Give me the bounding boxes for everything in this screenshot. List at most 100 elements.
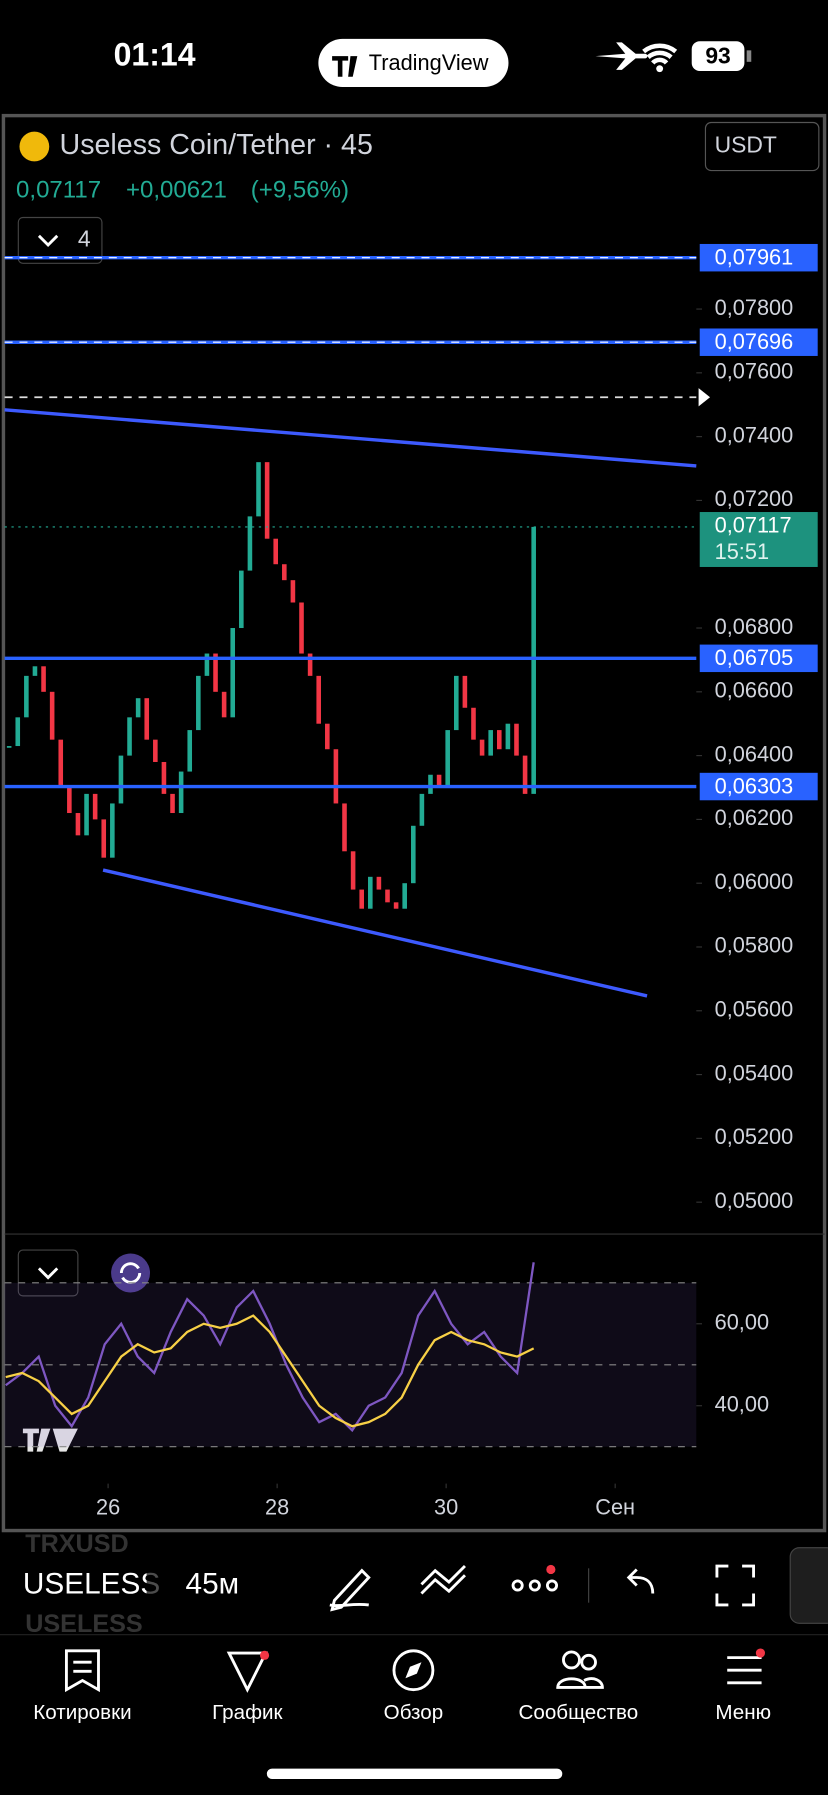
community-icon[interactable] — [562, 1650, 581, 1670]
y-tick-label: 0,06800 — [715, 614, 794, 639]
y-tick-label: 0,06600 — [715, 678, 794, 703]
quotes-icon[interactable] — [64, 1649, 100, 1693]
y-tick-label: 0,05400 — [715, 1060, 794, 1085]
candle — [385, 889, 390, 903]
trend-line-upper — [4, 408, 697, 468]
y-tick-label: 0,07800 — [715, 295, 794, 320]
candle — [221, 691, 227, 718]
currency-select[interactable] — [704, 121, 820, 172]
interval[interactable]: 45м — [186, 1567, 240, 1600]
candle — [393, 902, 399, 909]
y-tick-label: 0,06000 — [715, 869, 794, 894]
nav-label[interactable]: Котировки — [33, 1701, 131, 1724]
candle — [144, 698, 150, 740]
candle — [299, 602, 304, 654]
candle — [471, 707, 476, 740]
app-pill — [318, 38, 509, 88]
undo-icon[interactable] — [626, 1568, 655, 1594]
watermark — [22, 1428, 78, 1452]
candle — [376, 876, 382, 890]
y-tick-label: 0,05600 — [715, 997, 794, 1022]
chevron — [37, 1267, 59, 1280]
candle — [24, 675, 29, 718]
level-box — [699, 328, 818, 356]
toolbar-symbol[interactable]: USELESS — [23, 1567, 160, 1600]
candle — [58, 739, 64, 788]
candle — [230, 628, 236, 718]
candle — [453, 675, 459, 731]
candle — [127, 717, 132, 756]
candle — [419, 793, 425, 826]
y-tick-label: 0,05200 — [715, 1124, 794, 1149]
y-tick-label: 0,07600 — [715, 359, 794, 384]
lines-icon[interactable] — [420, 1565, 466, 1595]
nav-label[interactable]: Обзор — [384, 1701, 443, 1724]
badge — [755, 1648, 766, 1658]
currency[interactable]: USDT — [715, 132, 777, 158]
candle — [307, 653, 313, 676]
nav-label[interactable]: Сообщество — [519, 1701, 639, 1724]
status-time: 01:14 — [114, 37, 196, 73]
candle — [342, 803, 347, 852]
menu-icon[interactable] — [727, 1656, 762, 1685]
candle — [247, 516, 253, 571]
candle — [325, 723, 330, 750]
candle — [264, 462, 270, 539]
candle — [514, 723, 519, 756]
nav-label[interactable]: Меню — [715, 1701, 771, 1724]
level-box — [699, 644, 818, 673]
alert-arrow — [698, 388, 711, 407]
x-tick-label: 30 — [434, 1495, 458, 1520]
draw-icon[interactable] — [329, 1568, 371, 1612]
explore-icon[interactable] — [392, 1649, 435, 1692]
y-tick-label: 0,07200 — [715, 486, 794, 511]
pane-toggle[interactable] — [17, 1249, 79, 1297]
airplane-icon — [595, 42, 648, 70]
chevron — [37, 234, 59, 248]
level-label: 0,06705 — [715, 645, 794, 670]
chart-frame — [1, 113, 827, 1533]
candle — [333, 749, 339, 804]
dot[interactable] — [511, 1579, 524, 1592]
x-tick-label: 26 — [96, 1495, 120, 1520]
trend-line-lower — [102, 868, 648, 998]
next-symbol: USELESS — [25, 1610, 143, 1638]
candle — [462, 675, 468, 708]
change-pct: (+9,56%) — [251, 177, 349, 204]
candle — [135, 698, 141, 718]
y-tick-label: 60,00 — [715, 1310, 769, 1335]
candle — [196, 675, 201, 731]
candle — [6, 746, 12, 748]
symbol-title: Useless Coin/Tether · 45 — [60, 129, 373, 161]
battery — [691, 41, 745, 71]
chart-icon[interactable] — [226, 1651, 269, 1693]
change: +0,00621 — [126, 177, 227, 204]
candle — [368, 876, 373, 909]
candle — [505, 723, 511, 750]
candle — [522, 755, 528, 794]
candle — [402, 883, 407, 909]
candle — [479, 739, 485, 756]
y-tick-label: 0,06400 — [715, 741, 794, 766]
candle — [187, 730, 193, 772]
dot — [528, 1579, 541, 1592]
indicator-toggle[interactable] — [17, 216, 103, 264]
nav-label[interactable]: График — [212, 1701, 283, 1724]
wifi-icon — [642, 43, 678, 65]
candle — [445, 730, 450, 788]
candle — [350, 851, 356, 890]
side-button[interactable] — [789, 1547, 828, 1624]
level-box — [699, 243, 818, 272]
fullscreen-icon[interactable] — [715, 1564, 755, 1607]
home-indicator — [266, 1768, 563, 1779]
candle — [428, 774, 433, 794]
coin-icon — [19, 131, 50, 162]
y-tick-label: 40,00 — [715, 1391, 769, 1416]
rsi-line — [5, 1314, 535, 1428]
candle — [282, 564, 287, 581]
candle — [161, 761, 167, 794]
level-box — [699, 772, 818, 801]
candle — [256, 462, 261, 517]
candle — [178, 771, 184, 814]
